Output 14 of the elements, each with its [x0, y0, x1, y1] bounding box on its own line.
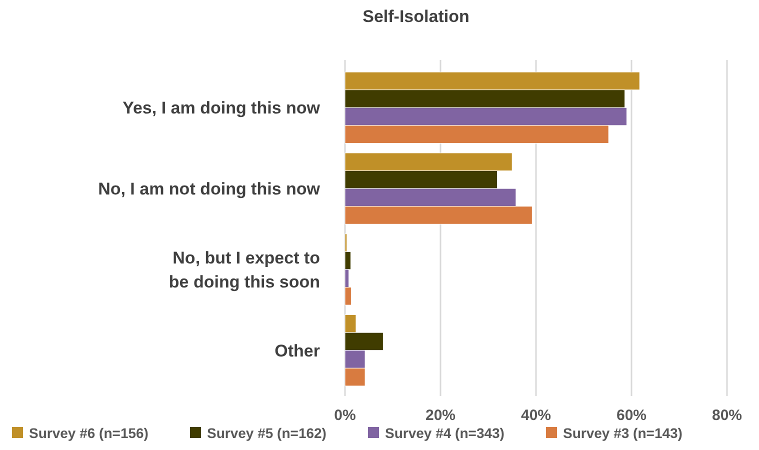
- chart-title: Self-Isolation: [362, 7, 470, 26]
- y-tick-label: Yes, I am doing this now: [122, 98, 321, 118]
- y-tick-label: Other: [274, 341, 320, 360]
- legend-label: Survey #5 (n=162): [207, 425, 326, 441]
- x-tick-label: 40%: [520, 407, 552, 424]
- legend-label: Survey #4 (n=343): [385, 425, 504, 441]
- legend-label: Survey #3 (n=143): [563, 425, 682, 441]
- y-tick-label: No, but I expect to be doing this soon: [168, 248, 320, 292]
- x-tick-label: 0%: [334, 407, 356, 424]
- y-tick-label: No, I am not doing this now: [98, 180, 321, 199]
- x-tick-label: 20%: [425, 407, 456, 424]
- x-tick-label: 60%: [616, 407, 647, 424]
- legend-label: Survey #6 (n=156): [29, 425, 148, 441]
- x-tick-label: 80%: [712, 407, 742, 424]
